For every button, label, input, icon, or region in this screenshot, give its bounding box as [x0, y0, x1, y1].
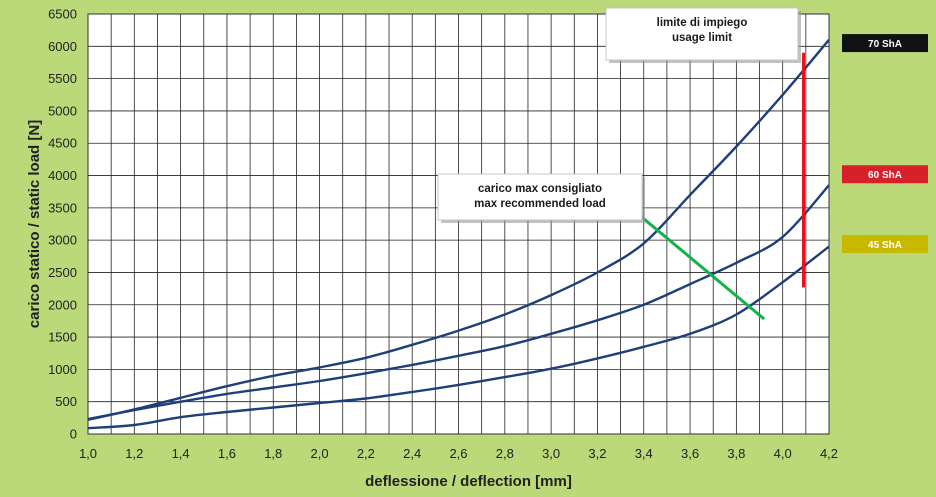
- max-recommended-load-line: [633, 209, 766, 321]
- usage-limit-label: usage limit: [672, 32, 732, 44]
- y-tick-label: 4500: [48, 136, 77, 151]
- x-tick-label: 3,0: [542, 446, 560, 461]
- y-tick-label: 6000: [48, 39, 77, 54]
- y-tick-label: 0: [70, 427, 77, 442]
- y-tick-label: 2500: [48, 265, 77, 280]
- x-tick-label: 2,0: [311, 446, 329, 461]
- legend-label: 60 ShA: [868, 170, 902, 181]
- usage-limit-label: limite di impiego: [657, 17, 748, 29]
- x-tick-label: 4,2: [820, 446, 838, 461]
- y-tick-label: 6500: [48, 7, 77, 22]
- x-tick-label: 2,6: [449, 446, 467, 461]
- y-axis-title: carico statico / static load [N]: [26, 120, 43, 328]
- x-tick-label: 1,8: [264, 446, 282, 461]
- usage-limit-box: [605, 7, 799, 61]
- max-recommended-load-label: carico max consigliato: [478, 183, 602, 195]
- y-tick-label: 3000: [48, 233, 77, 248]
- legend-label: 45 ShA: [868, 240, 902, 251]
- series-line-45-sha: [87, 245, 830, 430]
- y-tick-label: 5000: [48, 103, 77, 118]
- x-tick-label: 1,2: [125, 446, 143, 461]
- x-tick-label: 1,4: [172, 446, 190, 461]
- x-tick-label: 4,0: [774, 446, 792, 461]
- x-tick-label: 1,0: [79, 446, 97, 461]
- legend-badge-70-sha: [842, 34, 928, 53]
- y-tick-label: 1500: [48, 330, 77, 345]
- y-tick-label: 5500: [48, 71, 77, 86]
- x-tick-label: 3,8: [727, 446, 745, 461]
- y-tick-label: 3500: [48, 200, 77, 215]
- y-tick-label: 500: [55, 394, 77, 409]
- x-tick-label: 1,6: [218, 446, 236, 461]
- y-tick-label: 1000: [48, 362, 77, 377]
- x-tick-label: 3,2: [588, 446, 606, 461]
- x-tick-label: 2,4: [403, 446, 421, 461]
- x-axis-title: deflessione / deflection [mm]: [365, 473, 572, 490]
- legend-badge-60-sha: [842, 165, 928, 184]
- series-line-60-sha: [87, 184, 830, 421]
- legend-label: 70 ShA: [868, 39, 902, 50]
- max-recommended-load-label: max recommended load: [474, 198, 606, 210]
- y-tick-label: 4000: [48, 168, 77, 183]
- x-tick-label: 3,6: [681, 446, 699, 461]
- legend-badge-45-sha: [842, 235, 928, 254]
- x-tick-label: 2,8: [496, 446, 514, 461]
- y-tick-label: 2000: [48, 297, 77, 312]
- x-tick-label: 3,4: [635, 446, 653, 461]
- x-tick-label: 2,2: [357, 446, 375, 461]
- max-recommended-load-box: [437, 173, 643, 221]
- series-line-70-sha: [87, 39, 830, 421]
